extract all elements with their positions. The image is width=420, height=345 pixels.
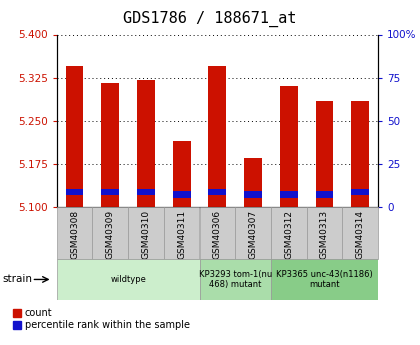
Bar — [271, 259, 378, 300]
Bar — [101, 83, 119, 207]
Bar — [137, 80, 155, 207]
Text: KP3293 tom-1(nu
468) mutant: KP3293 tom-1(nu 468) mutant — [199, 270, 272, 289]
Bar — [315, 101, 333, 207]
Text: KP3365 unc-43(n1186)
mutant: KP3365 unc-43(n1186) mutant — [276, 270, 373, 289]
Bar — [57, 259, 200, 300]
Bar — [137, 189, 155, 196]
Bar — [128, 207, 164, 259]
Bar — [280, 86, 298, 207]
Bar — [92, 207, 128, 259]
Bar — [200, 259, 271, 300]
Bar — [271, 207, 307, 259]
Text: GSM40314: GSM40314 — [356, 209, 365, 259]
Bar — [315, 191, 333, 198]
Text: GDS1786 / 188671_at: GDS1786 / 188671_at — [123, 10, 297, 27]
Bar — [164, 207, 200, 259]
Bar — [208, 66, 226, 207]
Text: GSM40313: GSM40313 — [320, 209, 329, 259]
Bar — [173, 141, 191, 207]
Text: GSM40309: GSM40309 — [106, 209, 115, 259]
Text: GSM40311: GSM40311 — [177, 209, 186, 259]
Bar — [57, 207, 92, 259]
Text: GSM40310: GSM40310 — [142, 209, 150, 259]
Text: GSM40312: GSM40312 — [284, 209, 293, 259]
Text: strain: strain — [2, 275, 32, 284]
Text: GSM40308: GSM40308 — [70, 209, 79, 259]
Bar — [208, 189, 226, 196]
Bar — [280, 191, 298, 198]
Legend: count, percentile rank within the sample: count, percentile rank within the sample — [13, 308, 190, 331]
Text: GSM40307: GSM40307 — [249, 209, 257, 259]
Text: GSM40306: GSM40306 — [213, 209, 222, 259]
Bar — [342, 207, 378, 259]
Bar — [244, 158, 262, 207]
Bar — [351, 101, 369, 207]
Bar — [235, 207, 271, 259]
Bar — [66, 66, 84, 207]
Bar — [307, 207, 342, 259]
Text: wildtype: wildtype — [110, 275, 146, 284]
Bar — [351, 189, 369, 196]
Bar — [173, 191, 191, 198]
Bar — [244, 191, 262, 198]
Bar — [66, 189, 84, 196]
Bar — [101, 189, 119, 196]
Bar — [200, 207, 235, 259]
